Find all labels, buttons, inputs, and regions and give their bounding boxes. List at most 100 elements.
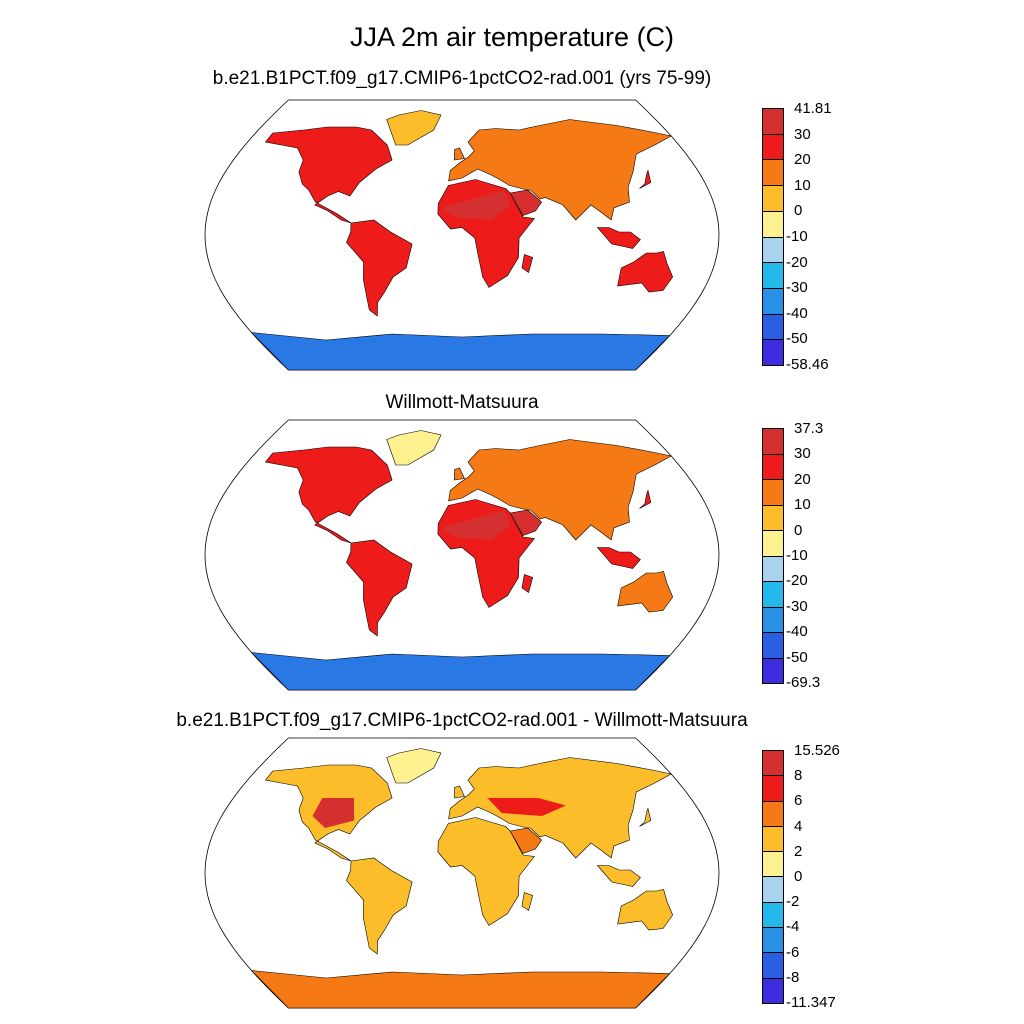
colorbar-segment <box>763 776 783 802</box>
panel-2-colorbar <box>762 428 784 684</box>
landmass-indonesia <box>596 547 641 569</box>
colorbar-tick-label: -20 <box>786 572 808 590</box>
colorbar-segment <box>763 505 783 531</box>
warm-region-central-asia <box>487 798 566 816</box>
panel-3-colorbar <box>762 750 784 1004</box>
landmass-arabia <box>509 509 542 536</box>
panel-1-colorbar <box>762 108 784 366</box>
colorbar-segment <box>763 340 783 366</box>
colorbar-tick-label: -6 <box>786 943 800 961</box>
hot-region-sahara <box>440 190 512 220</box>
landmass-greenland <box>386 748 442 784</box>
landmass-greenland <box>386 110 442 146</box>
landmass-africa <box>437 817 535 926</box>
landmass-uk <box>454 467 465 481</box>
panel-1-subtitle: b.e21.B1PCT.f09_g17.CMIP6-1pctCO2-rad.00… <box>212 68 712 89</box>
landmass-southAmerica <box>346 219 413 317</box>
colorbar-segment <box>763 658 783 683</box>
landmass-eurasia <box>448 439 672 541</box>
colorbar-segment <box>763 186 783 212</box>
landmass-australia <box>617 251 674 293</box>
landmass-indonesia <box>596 227 641 249</box>
colorbar-segment <box>763 953 783 979</box>
colorbar-tick-label: -30 <box>786 597 808 615</box>
landmass-northAmerica <box>264 126 393 224</box>
colorbar-tick-label: 6 <box>794 792 803 810</box>
landmass-japan <box>639 807 652 827</box>
colorbar-segment <box>763 314 783 341</box>
colorbar-segment <box>763 288 783 315</box>
colorbar-segment <box>763 429 783 455</box>
colorbar-tick-label: 15.526 <box>794 742 840 759</box>
colorbar-tick-label: 0 <box>794 202 803 220</box>
colorbar-segment <box>763 531 783 557</box>
colorbar-tick-label: -40 <box>786 304 808 322</box>
panel-2-subtitle: Willmott-Matsuura <box>385 392 539 413</box>
panel-3-subtitle: b.e21.B1PCT.f09_g17.CMIP6-1pctCO2-rad.00… <box>176 710 748 731</box>
colorbar-tick-label: -50 <box>786 648 808 666</box>
colorbar-segment <box>763 480 783 506</box>
colorbar-segment <box>763 978 783 1003</box>
colorbar-tick-label: -8 <box>786 968 800 986</box>
colorbar-segment <box>763 902 783 929</box>
landmass-japan <box>639 489 652 509</box>
landmass-arabia <box>509 827 542 854</box>
landmass-northAmerica <box>264 446 393 544</box>
colorbar-tick-label: 0 <box>794 868 803 885</box>
colorbar-tick-label: 41.81 <box>794 100 832 117</box>
colorbar-tick-label: -2 <box>786 893 800 911</box>
colorbar-segment <box>763 556 783 582</box>
landmass-madagascar <box>521 892 534 911</box>
colorbar-segment <box>763 877 783 903</box>
colorbar-segment <box>763 109 783 135</box>
colorbar-segment <box>763 751 783 777</box>
colorbar-tick-label: -40 <box>786 623 808 641</box>
colorbar-tick-label: 2 <box>794 842 803 860</box>
landmass-uk <box>454 147 465 161</box>
colorbar-segment <box>763 852 783 878</box>
colorbar-tick-label: 30 <box>794 125 811 143</box>
colorbar-segment <box>763 607 783 633</box>
colorbar-tick-label: 20 <box>794 470 811 488</box>
colorbar-tick-label: 10 <box>794 176 811 194</box>
colorbar-tick-label: 20 <box>794 151 811 169</box>
colorbar-segment <box>763 160 783 187</box>
colorbar-segment <box>763 263 783 289</box>
colorbar-tick-label: 8 <box>794 767 803 785</box>
colorbar-tick-label: 4 <box>794 817 803 835</box>
landmass-antarctica <box>250 652 671 691</box>
landmass-uk <box>454 785 465 799</box>
colorbar-tick-label: -50 <box>786 330 808 348</box>
colorbar-tick-label: 30 <box>794 445 811 463</box>
colorbar-tick-label: -69.3 <box>786 674 821 691</box>
colorbar-tick-label: -20 <box>786 253 808 271</box>
colorbar-segment <box>763 211 783 238</box>
colorbar-tick-label: -58.46 <box>786 356 829 373</box>
colorbar-tick-label: -10 <box>786 228 808 245</box>
landmass-antarctica <box>250 332 671 371</box>
colorbar-segment <box>763 237 783 264</box>
landmass-antarctica <box>250 970 671 1009</box>
landmass-madagascar <box>521 574 534 593</box>
colorbar-segment <box>763 582 783 608</box>
landmass-australia <box>617 889 674 931</box>
colorbar-segment <box>763 454 783 480</box>
colorbar-segment <box>763 134 783 161</box>
colorbar-segment <box>763 826 783 853</box>
colorbar-segment <box>763 633 783 659</box>
colorbar-segment <box>763 928 783 954</box>
colorbar-tick-label: 37.3 <box>794 420 824 437</box>
landmass-eurasia <box>448 119 672 221</box>
hot-region-north-america <box>312 798 355 828</box>
colorbar-tick-label: -10 <box>786 547 808 564</box>
landmass-indonesia <box>596 865 641 887</box>
landmass-southAmerica <box>346 857 413 955</box>
hot-region-sahara <box>440 510 512 540</box>
colorbar-tick-label: -30 <box>786 279 808 297</box>
landmass-greenland <box>386 430 442 466</box>
colorbar-segment <box>763 801 783 827</box>
landmass-southAmerica <box>346 539 413 637</box>
